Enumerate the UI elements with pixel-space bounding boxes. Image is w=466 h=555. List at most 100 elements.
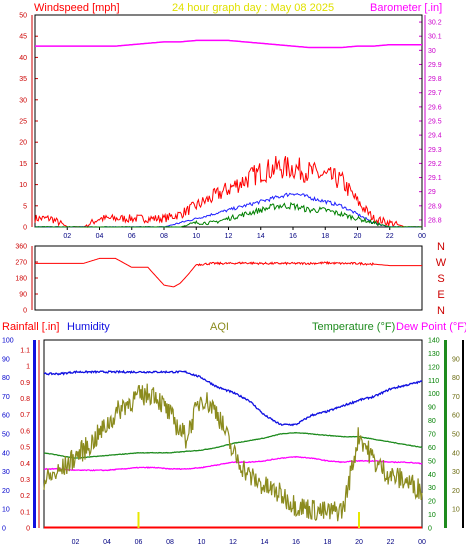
x-tick-label: 14 xyxy=(261,539,269,546)
compass-label: S xyxy=(437,273,444,285)
x-tick-label: 16 xyxy=(292,539,300,546)
aqi-tick-label: 90 xyxy=(452,356,460,363)
humidity-tick-label: 70 xyxy=(2,394,10,401)
x-tick-label: 06 xyxy=(135,539,143,546)
x-tick-label: 18 xyxy=(324,539,332,546)
temperature-tick-label: 70 xyxy=(428,432,436,439)
x-tick-label: 12 xyxy=(225,233,233,240)
x-tick-label: 02 xyxy=(63,233,71,240)
windspeed-low-line xyxy=(34,201,423,228)
wind-panel: 0 5 10 15 20 25 30 35 40 45 50 28.8 28.9 29 29.1 29.2 29… xyxy=(19,13,442,241)
graph-title: 24 hour graph day : May 08 2025 xyxy=(172,2,334,14)
baro-tick-label: 30.2 xyxy=(428,20,442,27)
x-tick-label: 04 xyxy=(103,539,111,546)
x-tick-label: 02 xyxy=(72,539,80,546)
rainfall-axis-title: Rainfall [.in] xyxy=(2,321,59,333)
wind-tick-label: 40 xyxy=(19,55,27,62)
direction-tick-label: 270 xyxy=(15,260,27,267)
baro-tick-label: 29.7 xyxy=(428,90,442,97)
aqi-axis-title: AQI xyxy=(210,321,229,333)
rain-tick-label: 0.9 xyxy=(20,380,30,387)
temperature-tick-label: 50 xyxy=(428,458,436,465)
windspeed-axis-title: Windspeed [mph] xyxy=(34,2,120,14)
temperature-tick-label: 30 xyxy=(428,485,436,492)
aqi-tick-label: 40 xyxy=(452,450,460,457)
dewpoint-axis-title: Dew Point (°F) xyxy=(396,321,466,333)
x-tick-label: 20 xyxy=(354,233,362,240)
baro-tick-label: 29 xyxy=(428,189,436,196)
compass-label: W xyxy=(436,257,447,269)
baro-tick-label: 28.8 xyxy=(428,217,442,224)
wind-tick-label: 45 xyxy=(19,34,27,41)
x-tick-label: 22 xyxy=(387,539,395,546)
humidity-axis-title: Humidity xyxy=(67,321,110,333)
wind-tick-label: 10 xyxy=(19,182,27,189)
humidity-tick-label: 90 xyxy=(2,356,10,363)
temperature-axis-title: Temperature (°F) xyxy=(312,321,395,333)
compass-label: E xyxy=(437,289,444,301)
humidity-tick-label: 0 xyxy=(2,526,6,533)
rain-tick-label: 0.3 xyxy=(20,477,30,484)
wind-tick-label: 5 xyxy=(23,203,27,210)
baro-tick-label: 29.5 xyxy=(428,119,442,126)
temperature-tick-label: 130 xyxy=(428,351,440,358)
baro-tick-label: 29.3 xyxy=(428,147,442,154)
x-tick-label: 14 xyxy=(257,233,265,240)
rain-tick-label: 0 xyxy=(26,526,30,533)
x-tick-label: 10 xyxy=(198,539,206,546)
aqi-tick-label: 10 xyxy=(452,507,460,514)
humidity-tick-label: 60 xyxy=(2,413,10,420)
baro-tick-label: 29.1 xyxy=(428,175,442,182)
rain-tick-label: 0.8 xyxy=(20,396,30,403)
baro-tick-label: 28.9 xyxy=(428,203,442,210)
rain-tick-label: 0.5 xyxy=(20,445,30,452)
baro-tick-label: 29.2 xyxy=(428,161,442,168)
direction-tick-label: 0 xyxy=(23,308,27,315)
x-tick-label: 00 xyxy=(418,233,426,240)
x-tick-label: 16 xyxy=(289,233,297,240)
baro-tick-label: 29.4 xyxy=(428,133,442,140)
rain-tick-label: 0.6 xyxy=(20,428,30,435)
barometer-line xyxy=(35,39,422,49)
aqi-line xyxy=(43,383,423,522)
temperature-axis-bar xyxy=(444,340,447,528)
x-tick-label: 10 xyxy=(192,233,200,240)
windspeed-gust-line xyxy=(34,155,423,229)
rain-tick-label: 1.1 xyxy=(20,348,30,355)
humidity-tick-label: 10 xyxy=(2,507,10,514)
rain-tick-label: 0.2 xyxy=(20,493,30,500)
temperature-tick-label: 100 xyxy=(428,391,440,398)
wind-tick-label: 50 xyxy=(19,13,27,20)
humidity-tick-label: 50 xyxy=(2,432,10,439)
aqi-tick-label: 70 xyxy=(452,394,460,401)
baro-tick-label: 30 xyxy=(428,48,436,55)
x-tick-label: 18 xyxy=(321,233,329,240)
temperature-tick-label: 20 xyxy=(428,499,436,506)
aqi-tick-label: 30 xyxy=(452,469,460,476)
humidity-tick-label: 30 xyxy=(2,469,10,476)
direction-tick-label: 90 xyxy=(19,292,27,299)
wind-tick-label: 0 xyxy=(23,225,27,232)
x-tick-label: 20 xyxy=(355,539,363,546)
x-tick-label: 08 xyxy=(166,539,174,546)
x-tick-label: 12 xyxy=(229,539,237,546)
compass-label: N xyxy=(437,305,445,317)
compass-label: N xyxy=(437,241,445,253)
wind-direction-line xyxy=(35,257,422,288)
wind-tick-label: 15 xyxy=(19,161,27,168)
aqi-tick-label: 80 xyxy=(452,375,460,382)
wind-tick-label: 20 xyxy=(19,140,27,147)
x-tick-label: 22 xyxy=(386,233,394,240)
baro-tick-label: 30.1 xyxy=(428,34,442,41)
x-tick-label: 06 xyxy=(128,233,136,240)
humidity-tick-label: 100 xyxy=(2,338,14,345)
humidity-tick-label: 80 xyxy=(2,375,10,382)
dewpoint-line xyxy=(43,455,423,472)
climate-panel: 0 0.1 0.2 0.3 0.4 0.5 0.6 0.7 0.8 0.9 1 1.1 0 10 20 30 4… xyxy=(2,338,464,546)
temperature-tick-label: 10 xyxy=(428,512,436,519)
wind-tick-label: 25 xyxy=(19,119,27,126)
direction-frame xyxy=(34,245,423,311)
x-tick-label: 08 xyxy=(160,233,168,240)
aqi-tick-label: 50 xyxy=(452,432,460,439)
